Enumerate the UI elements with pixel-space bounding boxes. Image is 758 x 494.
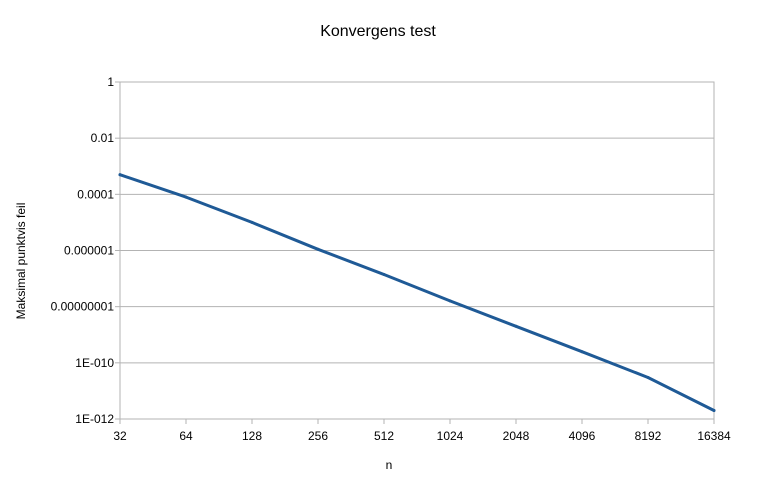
x-tick-label: 4096 <box>569 429 596 443</box>
x-axis-label: n <box>386 458 393 472</box>
x-tick-label: 512 <box>374 429 394 443</box>
x-tick-label: 64 <box>179 429 193 443</box>
y-axis-label: Maksimal punktvis feil <box>14 203 28 320</box>
x-tick-label: 8192 <box>635 429 662 443</box>
x-tick-label: 128 <box>242 429 262 443</box>
data-point <box>514 324 518 328</box>
data-point <box>250 220 254 224</box>
x-tick-label: 1024 <box>437 429 464 443</box>
data-point <box>448 299 452 303</box>
x-axis-ticks: 32 64 128 256 512 1024 2048 4096 8192 16384 <box>113 419 731 443</box>
y-tick-label: 0.01 <box>91 131 115 145</box>
x-tick-label: 16384 <box>697 429 731 443</box>
data-point <box>580 350 584 354</box>
data-point <box>184 195 188 199</box>
x-tick-label: 32 <box>113 429 127 443</box>
data-point <box>316 247 320 251</box>
data-point <box>646 376 650 379</box>
series-line <box>118 173 716 412</box>
y-tick-label: 0.0001 <box>77 187 114 201</box>
x-tick-label: 2048 <box>503 429 530 443</box>
data-point <box>118 173 122 177</box>
y-tick-label: 1E-012 <box>75 412 114 426</box>
y-tick-label: 1E-010 <box>75 356 114 370</box>
grid-lines <box>120 137 714 364</box>
y-tick-label: 0.000001 <box>64 244 114 258</box>
data-point <box>712 409 716 412</box>
y-tick-label: 0.00000001 <box>51 300 115 314</box>
y-tick-label: 1 <box>107 75 114 89</box>
x-tick-label: 256 <box>308 429 328 443</box>
series-layer <box>118 173 716 412</box>
y-axis-ticks: 1 0.01 0.0001 0.000001 0.00000001 1E-010 1E-01… <box>51 75 120 426</box>
data-point <box>382 273 386 276</box>
chart-title: Konvergens test <box>320 23 436 40</box>
